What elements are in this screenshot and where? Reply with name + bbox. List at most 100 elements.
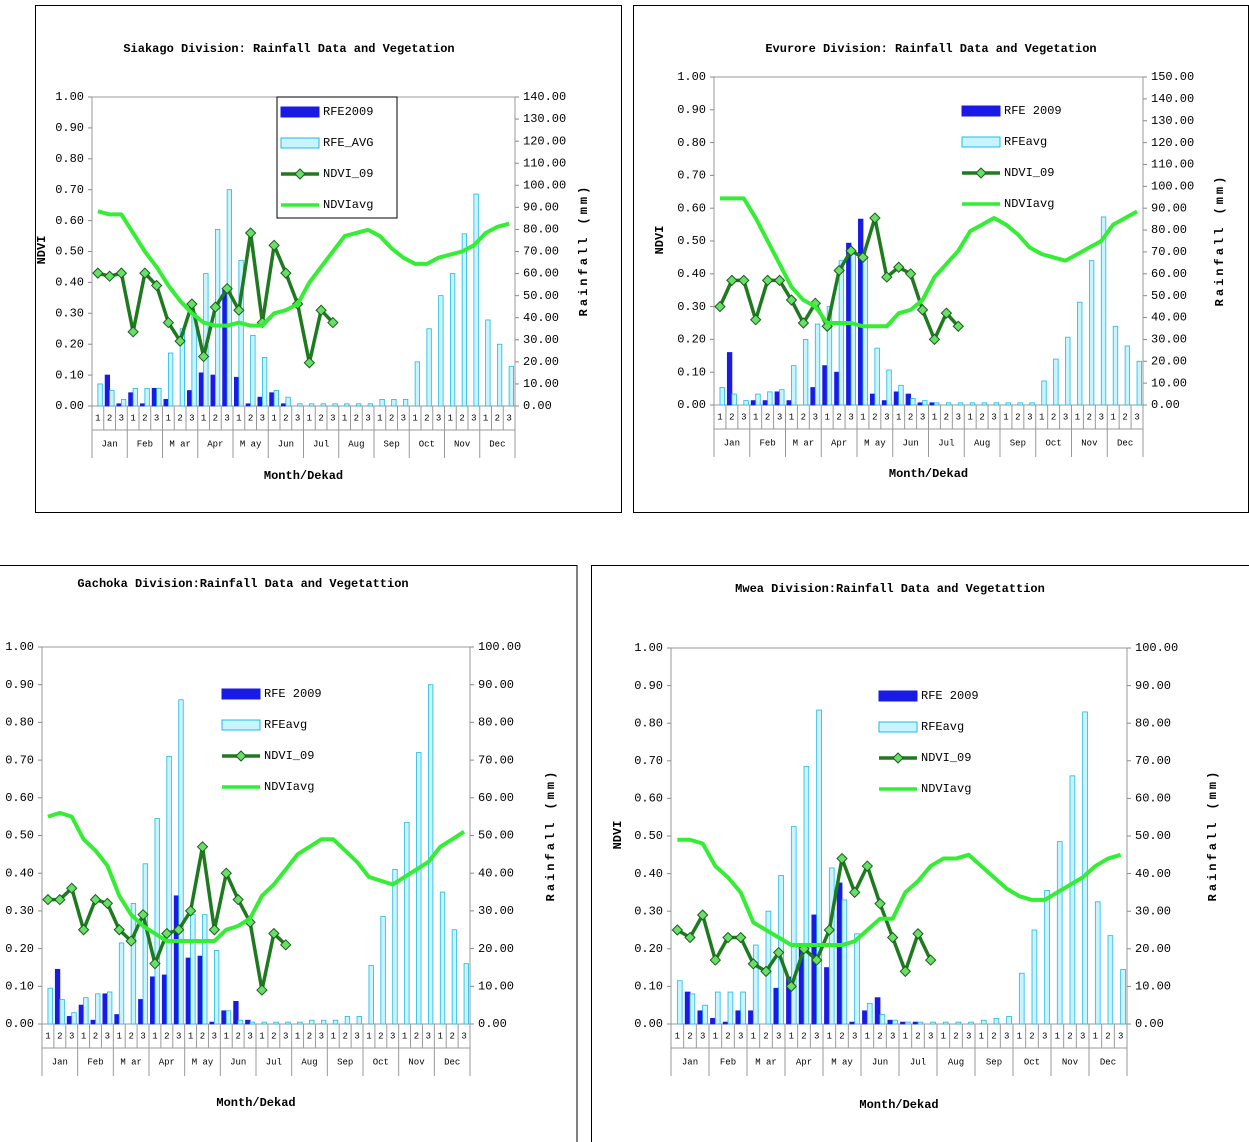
x-tick-label: 3 [1099, 412, 1104, 422]
bar [109, 390, 115, 407]
bar [826, 306, 833, 406]
point-marker [92, 267, 104, 279]
bar [118, 942, 125, 1025]
y-tick-label: 0.30 [5, 904, 34, 918]
bar [719, 387, 725, 406]
bar [233, 1000, 239, 1025]
point-marker [738, 274, 750, 287]
bar [426, 328, 432, 407]
x-tick-label: 2 [459, 413, 464, 423]
y2-tick-label: 60.00 [1135, 792, 1171, 806]
bar [451, 929, 458, 1025]
y-tick-label: 0.70 [677, 169, 706, 183]
y2-tick-label: 30.00 [523, 333, 559, 347]
x-tick-label: 3 [461, 1031, 466, 1041]
x-tick-label: 2 [839, 1031, 844, 1041]
y-tick-label: 0.10 [634, 980, 663, 994]
y2-tick-label: 0.00 [478, 1017, 507, 1031]
bar [866, 1002, 873, 1025]
point-marker [315, 304, 327, 316]
bar [66, 1016, 73, 1025]
point-marker [220, 867, 232, 879]
x-tick-label: 2 [908, 412, 913, 422]
y2-tick-label: 140.00 [523, 90, 566, 104]
bar [150, 976, 156, 1025]
legend-label: RFE_AVG [323, 136, 373, 150]
y2-tick-label: 20.00 [523, 355, 559, 369]
bar [993, 402, 999, 406]
x-tick-label: 2 [1067, 1031, 1072, 1041]
x-tick-label: 3 [1027, 412, 1032, 422]
x-tick-label: 1 [1017, 1031, 1022, 1041]
point-marker [113, 924, 125, 936]
bar [955, 1021, 962, 1025]
bar [379, 398, 385, 407]
y2-tick-label: 130.00 [1151, 114, 1194, 128]
y2-tick-label: 20.00 [1135, 942, 1171, 956]
month-label: Jun [872, 1057, 888, 1067]
x-tick-label: 3 [426, 1031, 431, 1041]
month-label: Feb [720, 1057, 736, 1067]
x-tick-label: 2 [389, 413, 394, 423]
bar [1006, 1016, 1012, 1025]
y2-tick-label: 70.00 [523, 245, 559, 259]
x-tick-label: 3 [1063, 412, 1068, 422]
month-label: Aug [974, 438, 990, 448]
point-marker [881, 271, 893, 283]
x-tick-label: 2 [687, 1031, 692, 1041]
bar [355, 403, 362, 407]
x-tick-label: 2 [872, 412, 877, 422]
x-tick-label: 1 [932, 412, 937, 422]
y2-tick-label: 30.00 [1135, 904, 1171, 918]
x-tick-label: 2 [729, 412, 734, 422]
month-label: Sep [986, 1057, 1002, 1067]
point-marker [912, 928, 924, 940]
bar [814, 323, 821, 406]
bar [838, 260, 845, 406]
bar [735, 1010, 742, 1025]
bar [161, 974, 168, 1025]
y-tick-label: 0.60 [55, 214, 84, 228]
point-marker [709, 954, 722, 966]
y2-tick-label: 140.00 [1151, 92, 1194, 106]
bar [929, 402, 935, 406]
x-tick-label: 1 [1003, 412, 1008, 422]
x-tick-label: 3 [365, 413, 370, 423]
bar [185, 957, 192, 1025]
bar [968, 1021, 974, 1025]
point-marker [162, 316, 175, 329]
month-label: Sep [1010, 438, 1026, 448]
x-tick-label: 3 [928, 1031, 933, 1041]
bar [173, 895, 180, 1025]
bar [90, 1019, 96, 1025]
bar [957, 402, 964, 406]
x-tick-label: 2 [801, 412, 806, 422]
bar [726, 352, 733, 406]
bar [1031, 929, 1038, 1025]
chart-title: Mwea Division:Rainfall Data and Vegetatt… [735, 582, 1045, 596]
y2-tick-label: 60.00 [523, 267, 559, 281]
bar [210, 374, 216, 407]
x-tick-label: 2 [944, 412, 949, 422]
y2-tick-label: 10.00 [1151, 376, 1187, 390]
point-marker [869, 212, 881, 224]
bar [128, 392, 134, 407]
line [677, 837, 1122, 948]
x-tick-label: 2 [342, 1031, 347, 1041]
bar [392, 869, 398, 1025]
y2-axis-title: Rainfall (mm) [1206, 769, 1220, 902]
bar [261, 1021, 267, 1025]
month-label: Oct [1024, 1057, 1040, 1067]
y2-tick-label: 50.00 [523, 289, 559, 303]
x-tick-label: 1 [259, 1031, 264, 1041]
x-tick-label: 2 [307, 1031, 312, 1041]
bar [402, 398, 409, 407]
x-tick-label: 3 [224, 413, 229, 423]
bar [368, 965, 374, 1025]
x-tick-label: 2 [1105, 1031, 1110, 1041]
bar [1082, 711, 1088, 1025]
y-axis-title: NDVI [611, 821, 625, 850]
bar [214, 229, 221, 407]
x-tick-label: 1 [789, 1031, 794, 1041]
y-tick-label: 1.00 [55, 90, 84, 104]
